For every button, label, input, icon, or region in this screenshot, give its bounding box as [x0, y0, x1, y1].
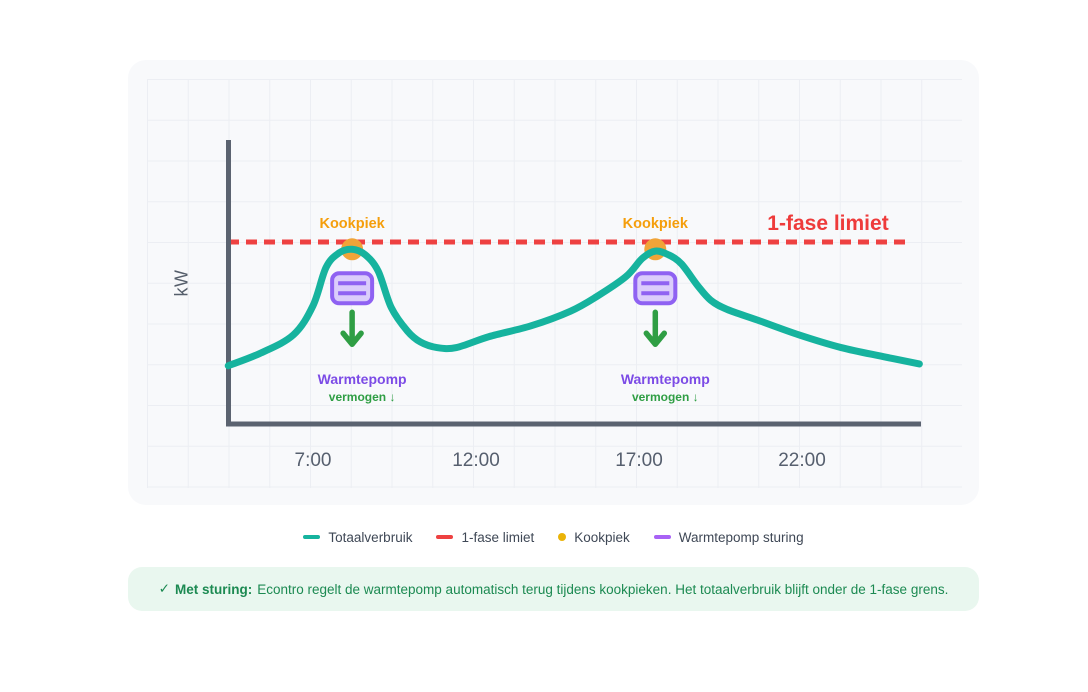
check-icon: ✓ [158, 581, 170, 596]
legend-marker-line-icon [436, 535, 454, 539]
chart-canvas [224, 140, 923, 427]
y-axis-label: kW [171, 269, 192, 297]
heatpump-icon [633, 271, 678, 306]
down-arrow-icon [643, 309, 668, 348]
legend-label: Totaalverbruik [328, 529, 413, 545]
legend-marker-line-icon [303, 535, 321, 539]
heatpump-icon [330, 271, 375, 306]
legend-marker-dot-icon [558, 533, 567, 541]
legend-label: Warmtepomp sturing [678, 529, 804, 545]
legend-item: Totaalverbruik [303, 530, 412, 545]
legend-label: 1-fase limiet [461, 529, 535, 545]
legend-marker-line-icon [653, 535, 671, 539]
chart-grid [147, 79, 962, 488]
banner-text: Econtro regelt de warmtepomp automatisch… [257, 581, 949, 597]
legend: Totaalverbruik 1-fase limiet Kookpiek Warmt… [128, 527, 979, 547]
legend-item: Kookpiek [558, 530, 630, 545]
banner-bold-text: Met sturing: [174, 581, 253, 597]
axes [226, 140, 921, 427]
legend-item: 1-fase limiet [436, 530, 534, 545]
legend-label: Kookpiek [574, 529, 630, 545]
chart-card: Kookpiek Warmtepomp vermogen ↓ Kookpiek Warm… [128, 60, 979, 505]
legend-item: Warmtepomp sturing [653, 529, 804, 545]
status-banner: ✓ Met sturing: Econtro regelt de warmtep… [128, 567, 979, 611]
totaalverbruik-line [224, 245, 923, 370]
down-arrow-icon [340, 309, 364, 348]
